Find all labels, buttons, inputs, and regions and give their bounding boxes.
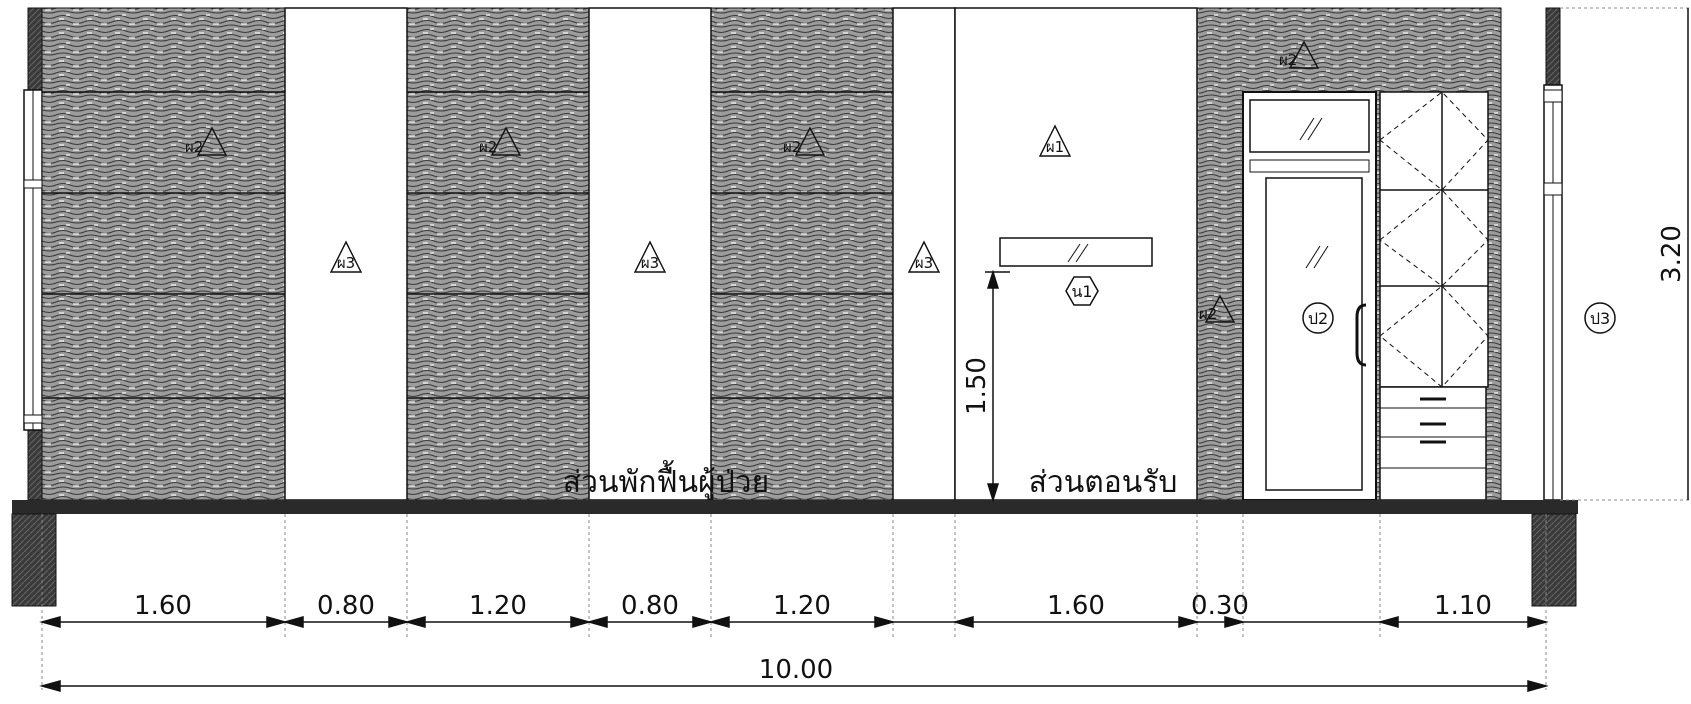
stone-panel-3	[710, 7, 894, 501]
svg-text:ผ2: ผ2	[1279, 51, 1297, 69]
svg-text:ป3: ป3	[1590, 309, 1610, 328]
glass-door-cabinet	[1242, 91, 1377, 501]
left-wall	[23, 7, 43, 501]
dim-1-10: 1.10	[1434, 591, 1492, 621]
room-label-reception: ส่วนตอนรับ	[1029, 465, 1178, 500]
material-tag-w2-a: ผ2	[185, 126, 228, 156]
stone-panel-2	[406, 7, 590, 501]
svg-text:ผ3: ผ3	[337, 254, 355, 272]
svg-text:ผ1: ผ1	[1046, 138, 1064, 156]
bottom-dimension-line	[39, 616, 1549, 692]
material-tag-w2-d: ผ2	[1279, 40, 1320, 69]
dim-1-20-a: 1.20	[469, 591, 527, 621]
svg-text:ผ2: ผ2	[479, 138, 497, 156]
wall-shelf	[999, 237, 1153, 267]
material-tag-w3-c: ผ3	[907, 240, 941, 273]
svg-text:ผ2: ผ2	[1199, 305, 1217, 323]
dim-0-80-b: 0.80	[621, 591, 679, 621]
display-shelving	[1379, 91, 1489, 501]
material-tag-w3-a: ผ3	[329, 240, 363, 273]
item-tag-p2: ป2	[1302, 302, 1334, 334]
svg-text:น1: น1	[1071, 282, 1092, 301]
dim-total: 10.00	[759, 655, 833, 685]
right-wall	[1543, 7, 1563, 501]
stone-panel-1	[41, 7, 286, 501]
dim-1-60-b: 1.60	[1047, 591, 1105, 621]
material-tag-w2-c: ผ2	[783, 126, 826, 156]
dim-0-80-a: 0.80	[317, 591, 375, 621]
dim-shelf-height: 1.50	[962, 357, 992, 415]
height-dimension-lines	[985, 8, 1689, 503]
material-tag-w2-e: ผ2	[1199, 294, 1236, 323]
dim-1-20-b: 1.20	[773, 591, 831, 621]
item-tag-p3: ป3	[1584, 302, 1616, 334]
svg-text:ผ2: ผ2	[783, 138, 801, 156]
material-tag-w2-b: ผ2	[479, 126, 522, 156]
dim-0-30: 0.30	[1191, 591, 1249, 621]
floor-slab	[11, 500, 1578, 607]
svg-text:ผ3: ผ3	[641, 254, 659, 272]
svg-text:ผ2: ผ2	[185, 138, 203, 156]
material-tag-w1: ผ1	[1038, 124, 1072, 157]
svg-text:ป2: ป2	[1308, 309, 1328, 328]
dim-wall-height: 3.20	[1657, 225, 1687, 283]
item-tag-n1: น1	[1065, 276, 1099, 306]
svg-text:ผ3: ผ3	[915, 254, 933, 272]
grid-lines	[41, 7, 1691, 690]
room-label-patient-rest: ส่วนพักฟื้นผู้ป่วย	[563, 460, 769, 500]
material-tag-w3-b: ผ3	[633, 240, 667, 273]
dim-1-60-a: 1.60	[134, 591, 192, 621]
